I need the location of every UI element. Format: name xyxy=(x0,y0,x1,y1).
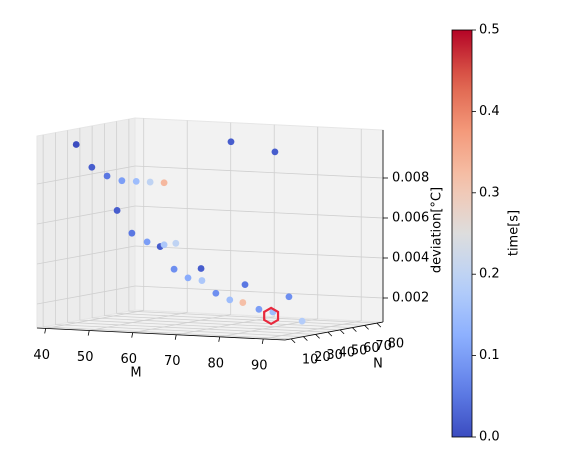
grid-line xyxy=(176,316,275,336)
y-tick xyxy=(303,336,308,341)
grid-line xyxy=(263,320,362,340)
z-axis-label: deviation[°C] xyxy=(430,187,445,273)
colorbar-tick-label: 0.4 xyxy=(479,104,500,119)
x-tick-label: 90 xyxy=(251,358,268,373)
colorbar-tick-label: 0.0 xyxy=(479,430,500,445)
y-tick-label: 50 xyxy=(351,343,368,358)
z-tick-label: 0.006 xyxy=(392,211,429,226)
z-tick-label: 0.002 xyxy=(392,291,429,306)
y-tick-label: 10 xyxy=(302,352,319,367)
y-tick-label: 70 xyxy=(375,339,392,354)
back-pane xyxy=(134,117,384,323)
point xyxy=(88,163,96,171)
x-tick xyxy=(131,332,134,338)
z-tick-label: 0.008 xyxy=(392,171,429,186)
x-tick xyxy=(44,328,47,334)
point xyxy=(239,299,247,306)
point xyxy=(285,293,293,301)
z-tick-label: 0.004 xyxy=(392,251,429,266)
grid-line xyxy=(134,205,384,219)
x-tick xyxy=(218,336,221,342)
grid-line xyxy=(92,317,341,331)
x-tick xyxy=(261,338,264,345)
y-tick xyxy=(339,329,345,335)
y-tick xyxy=(290,338,296,344)
y-tick-label: 60 xyxy=(363,341,380,356)
point xyxy=(146,178,154,186)
y-tick-label: 80 xyxy=(388,337,405,352)
point xyxy=(160,241,168,249)
point xyxy=(113,207,121,214)
y-tick-label: 20 xyxy=(314,350,331,365)
x-tick xyxy=(174,334,177,340)
point xyxy=(255,305,263,313)
grid-line xyxy=(104,315,353,329)
y-tick xyxy=(352,327,357,332)
x-axis xyxy=(36,327,286,341)
grid-line xyxy=(134,285,384,299)
colorbar-label: time[s] xyxy=(507,210,522,256)
grid-line xyxy=(134,165,384,179)
point xyxy=(132,177,140,185)
y-tick-label: 30 xyxy=(326,348,343,363)
point xyxy=(198,277,206,284)
point xyxy=(241,281,249,289)
y-tick xyxy=(376,322,382,328)
point xyxy=(298,317,306,325)
x-tick xyxy=(87,330,90,336)
x-tick-label: 40 xyxy=(33,348,50,363)
point xyxy=(103,172,111,180)
grid-line xyxy=(36,285,136,305)
x-tick-label: 60 xyxy=(120,352,137,367)
y-tick xyxy=(327,331,333,337)
left-pane xyxy=(36,117,136,329)
grid-line xyxy=(89,312,188,331)
point xyxy=(143,238,151,246)
point xyxy=(227,138,235,146)
x-tick-label: 70 xyxy=(164,354,181,369)
y-axis xyxy=(284,321,384,341)
x-tick-label: 50 xyxy=(77,350,94,365)
point xyxy=(160,179,168,187)
point xyxy=(172,239,180,247)
grid-line xyxy=(67,321,316,335)
grid-line xyxy=(128,310,377,324)
grid-line xyxy=(36,165,136,185)
colorbar xyxy=(451,29,473,438)
highlight-marker xyxy=(263,306,280,326)
y-tick-label: 40 xyxy=(339,346,356,361)
grid-line xyxy=(45,310,144,329)
colorbar-tick-label: 0.5 xyxy=(479,23,500,38)
point xyxy=(128,229,136,237)
grid-line xyxy=(79,319,328,333)
grid-line xyxy=(43,326,292,340)
point xyxy=(72,141,80,148)
colorbar-tick-label: 0.3 xyxy=(479,185,500,200)
grid-line xyxy=(134,245,384,259)
grid-line xyxy=(132,314,231,334)
y-axis-label: N xyxy=(373,357,383,372)
colorbar-tick-label: 0.1 xyxy=(479,348,500,363)
colorbar-tick-label: 0.2 xyxy=(479,267,500,282)
point xyxy=(118,177,126,185)
point xyxy=(184,274,192,282)
point xyxy=(271,148,279,156)
point xyxy=(212,289,220,297)
y-tick xyxy=(364,325,369,330)
grid-line xyxy=(116,312,365,326)
grid-line xyxy=(36,245,136,265)
point xyxy=(226,296,234,304)
x-tick-label: 80 xyxy=(207,356,224,371)
grid-line xyxy=(55,324,304,338)
point xyxy=(197,265,205,272)
y-tick xyxy=(315,334,320,339)
point xyxy=(170,265,178,273)
x-axis-label: M xyxy=(130,366,141,381)
